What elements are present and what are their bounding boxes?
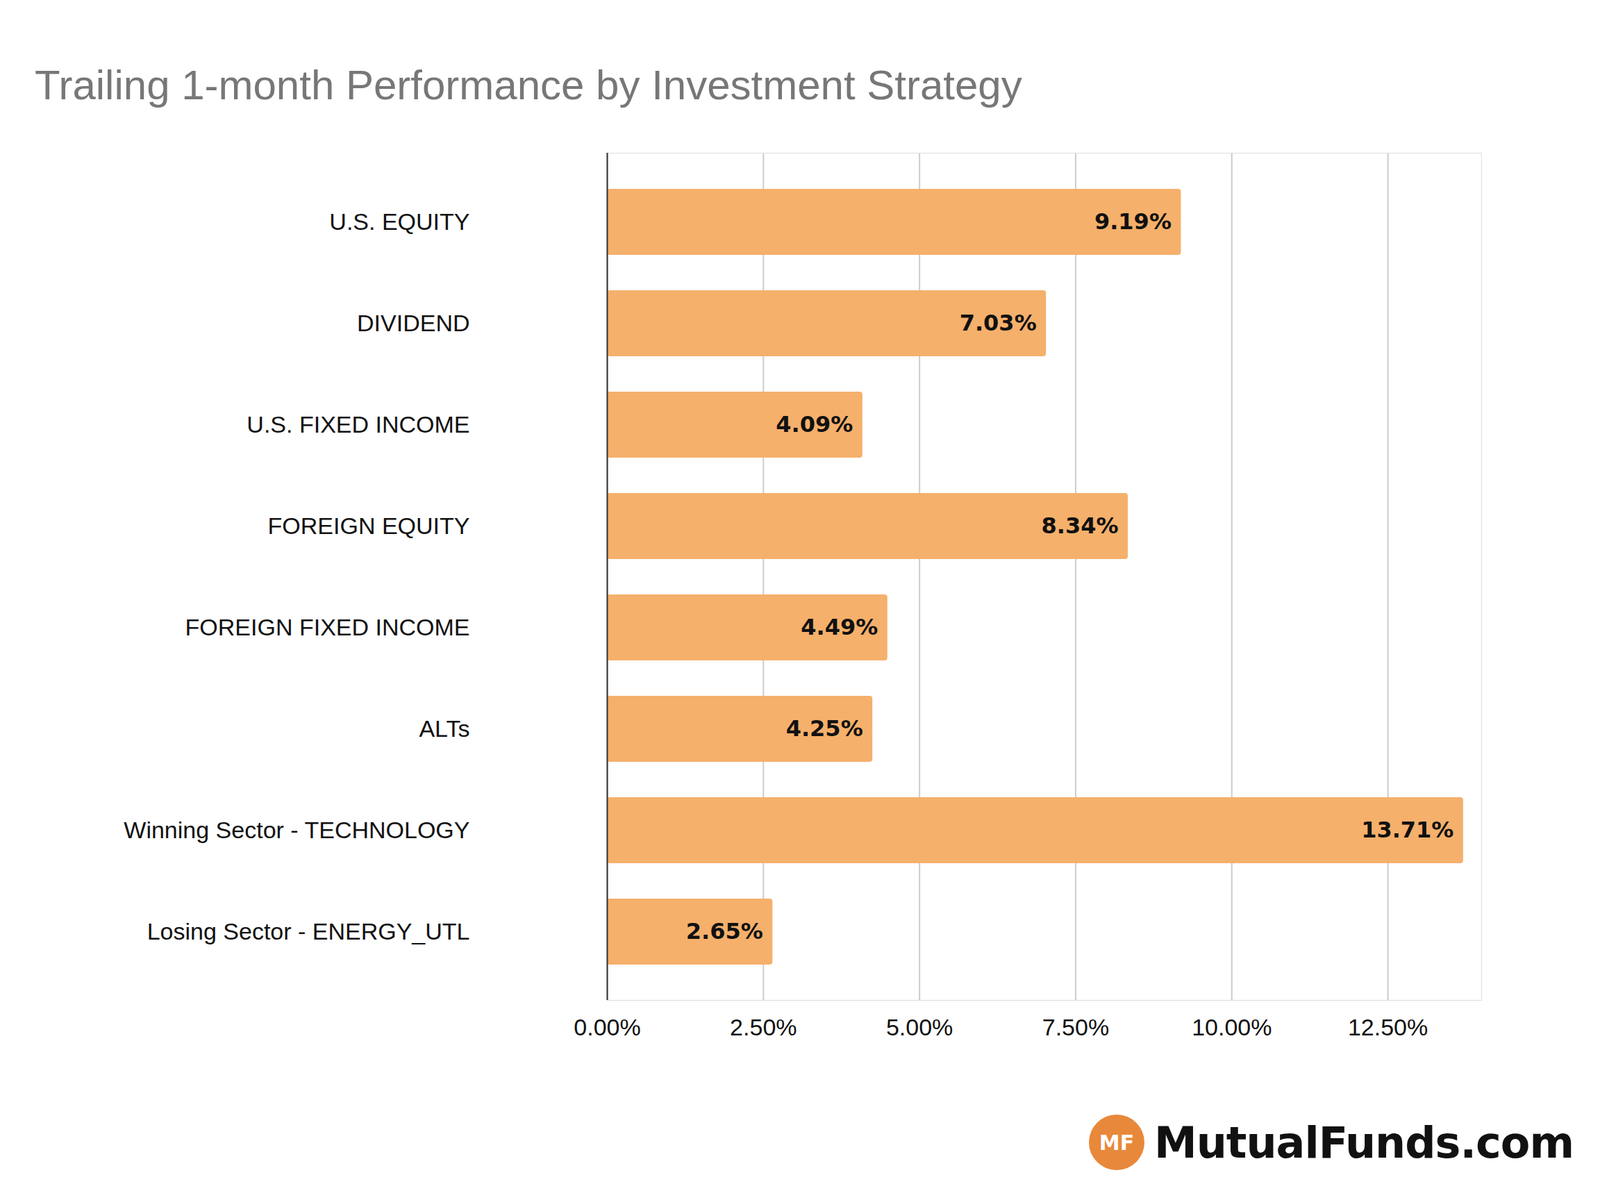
svg-text:2.65%: 2.65% (686, 918, 764, 945)
svg-text:U.S. EQUITY: U.S. EQUITY (329, 208, 470, 235)
html-text:Trailing 1-month Performance b: Trailing 1-month Performance by Investme… (34, 61, 1023, 109)
svg-text:0.00%: 0.00% (573, 1013, 641, 1041)
svg-text:7.03%: 7.03% (959, 309, 1037, 337)
svg-text:2.50%: 2.50% (729, 1013, 797, 1041)
svg-text:4.09%: 4.09% (775, 411, 853, 438)
svg-text:12.50%: 12.50% (1347, 1013, 1428, 1041)
svg-text:FOREIGN EQUITY: FOREIGN EQUITY (268, 512, 471, 539)
svg-text:U.S. FIXED INCOME: U.S. FIXED INCOME (246, 411, 470, 438)
svg-text:4.25%: 4.25% (786, 715, 864, 742)
svg-text:7.50%: 7.50% (1042, 1013, 1110, 1041)
svg-text:Winning Sector - TECHNOLOGY: Winning Sector - TECHNOLOGY (123, 816, 470, 844)
svg-text:9.19%: 9.19% (1094, 208, 1172, 235)
html-text:MF: MF (1099, 1130, 1135, 1155)
svg-text:10.00%: 10.00% (1191, 1013, 1272, 1041)
svg-text:Losing Sector - ENERGY_UTL: Losing Sector - ENERGY_UTL (147, 918, 471, 945)
svg-text:13.71%: 13.71% (1361, 816, 1454, 844)
svg-text:4.49%: 4.49% (800, 613, 878, 641)
svg-text:ALTs: ALTs (418, 715, 470, 742)
svg-text:DIVIDEND: DIVIDEND (356, 309, 470, 337)
svg-text:8.34%: 8.34% (1040, 512, 1119, 539)
html-text:MutualFunds.com: MutualFunds.com (1154, 1117, 1574, 1168)
svg-text:FOREIGN FIXED INCOME: FOREIGN FIXED INCOME (185, 613, 471, 641)
svg-text:5.00%: 5.00% (886, 1013, 953, 1041)
